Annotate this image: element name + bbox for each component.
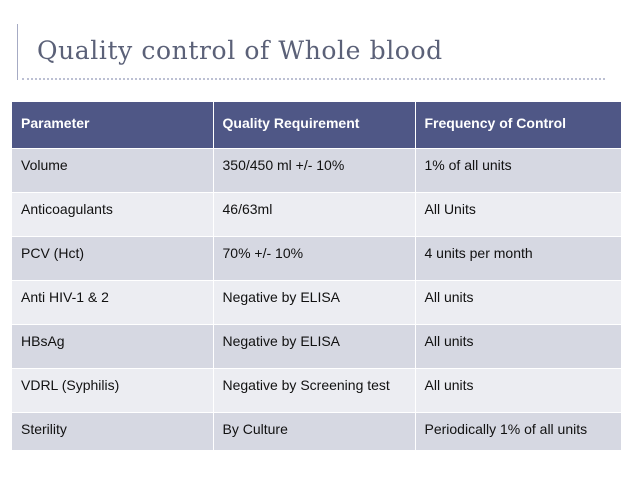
- cell-quality-requirement: 350/450 ml +/- 10%: [213, 148, 416, 192]
- cell-quality-requirement: 70% +/- 10%: [213, 236, 416, 280]
- table-row: Sterility By Culture Periodically 1% of …: [12, 412, 621, 450]
- header-frequency-of-control: Frequency of Control: [415, 102, 621, 148]
- cell-frequency: All units: [415, 368, 621, 412]
- table-header-row: Parameter Quality Requirement Frequency …: [12, 102, 621, 148]
- table-row: Anticoagulants 46/63ml All Units: [12, 192, 621, 236]
- cell-quality-requirement: Negative by Screening test: [213, 368, 416, 412]
- header-parameter: Parameter: [12, 102, 214, 148]
- table-row: HBsAg Negative by ELISA All units: [12, 324, 621, 368]
- table-row: VDRL (Syphilis) Negative by Screening te…: [12, 368, 621, 412]
- cell-parameter: Volume: [12, 148, 214, 192]
- table-row: PCV (Hct) 70% +/- 10% 4 units per month: [12, 236, 621, 280]
- title-divider: [22, 78, 605, 80]
- title-accent-bar: [17, 24, 18, 80]
- header-quality-requirement: Quality Requirement: [213, 102, 416, 148]
- cell-parameter: PCV (Hct): [12, 236, 214, 280]
- table-row: Volume 350/450 ml +/- 10% 1% of all unit…: [12, 148, 621, 192]
- cell-frequency: All Units: [415, 192, 621, 236]
- cell-frequency: 4 units per month: [415, 236, 621, 280]
- cell-quality-requirement: By Culture: [213, 412, 416, 450]
- cell-parameter: Sterility: [12, 412, 214, 450]
- cell-frequency: Periodically 1% of all units: [415, 412, 621, 450]
- cell-frequency: All units: [415, 324, 621, 368]
- cell-parameter: HBsAg: [12, 324, 214, 368]
- cell-frequency: All units: [415, 280, 621, 324]
- cell-quality-requirement: 46/63ml: [213, 192, 416, 236]
- cell-quality-requirement: Negative by ELISA: [213, 324, 416, 368]
- quality-control-table: Parameter Quality Requirement Frequency …: [12, 102, 621, 450]
- table-row: Anti HIV-1 & 2 Negative by ELISA All uni…: [12, 280, 621, 324]
- cell-parameter: Anti HIV-1 & 2: [12, 280, 214, 324]
- cell-frequency: 1% of all units: [415, 148, 621, 192]
- cell-quality-requirement: Negative by ELISA: [213, 280, 416, 324]
- cell-parameter: Anticoagulants: [12, 192, 214, 236]
- cell-parameter: VDRL (Syphilis): [12, 368, 214, 412]
- slide-title: Quality control of Whole blood: [37, 36, 443, 65]
